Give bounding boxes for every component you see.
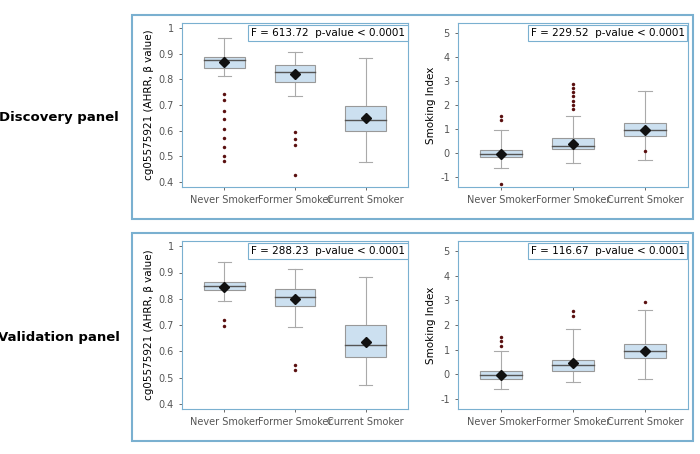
Text: F = 229.52  p-value < 0.0001: F = 229.52 p-value < 0.0001 — [531, 28, 685, 38]
Bar — [552, 138, 594, 149]
Bar — [345, 325, 386, 357]
Bar — [624, 344, 666, 358]
Bar — [204, 282, 245, 291]
Bar — [480, 371, 522, 379]
Bar — [204, 57, 245, 68]
Bar — [345, 105, 386, 131]
Bar — [624, 123, 666, 136]
Bar — [480, 150, 522, 158]
Bar — [274, 289, 316, 306]
Bar — [274, 64, 316, 83]
Text: F = 116.67  p-value < 0.0001: F = 116.67 p-value < 0.0001 — [531, 247, 685, 257]
Text: Discovery panel: Discovery panel — [0, 110, 119, 123]
Bar — [552, 360, 594, 371]
Y-axis label: cg05575921 (AHRR, β value): cg05575921 (AHRR, β value) — [144, 250, 154, 400]
Text: F = 288.23  p-value < 0.0001: F = 288.23 p-value < 0.0001 — [251, 247, 405, 257]
Y-axis label: cg05575921 (AHRR, β value): cg05575921 (AHRR, β value) — [144, 30, 154, 180]
Text: F = 613.72  p-value < 0.0001: F = 613.72 p-value < 0.0001 — [251, 28, 405, 38]
Text: Validation panel: Validation panel — [0, 331, 120, 344]
Y-axis label: Smoking Index: Smoking Index — [426, 286, 436, 364]
Y-axis label: Smoking Index: Smoking Index — [426, 66, 436, 143]
